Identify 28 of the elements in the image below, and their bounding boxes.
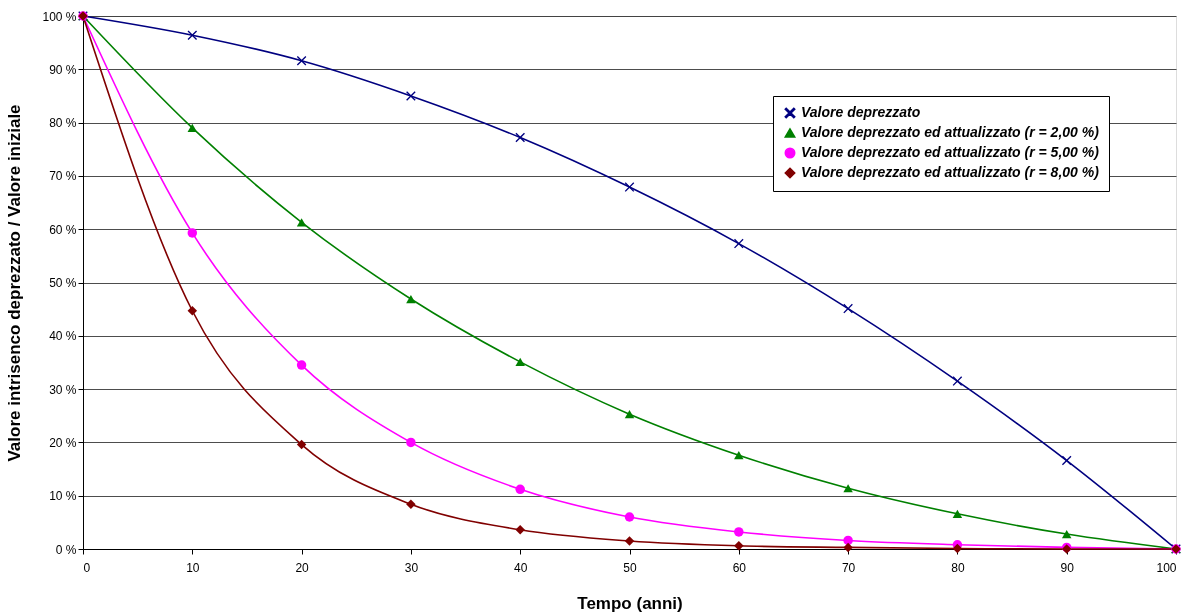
y-tick-label: 10 % [49,489,77,504]
y-tick-label: 50 % [49,276,77,290]
y-tick-label: 70 % [49,169,77,184]
x-tick-label: 60 [732,560,747,575]
legend-label: Valore deprezzato ed attualizzato (r = 5,00 %) [801,144,1100,160]
x-tick-label: 20 [295,560,310,575]
legend-label: Valore deprezzato ed attualizzato (r = 8,00 %) [801,164,1100,180]
y-tick-label: 0 % [55,542,77,557]
x-tick-label: 90 [1060,560,1075,575]
x-tick-label: 0 [83,560,91,575]
y-tick-label: 30 % [49,382,77,397]
legend-label: Valore deprezzato ed attualizzato (r = 2,00 %) [801,124,1100,140]
x-tick-label: 80 [951,560,965,575]
x-tick-label: 100 [1156,560,1177,575]
legend-label: Valore deprezzato [801,104,921,120]
y-tick-label: 90 % [49,62,77,77]
y-tick-label: 80 % [49,116,77,131]
y-axis-title: Valore intrisenco deprezzato / Valore iniziale [5,104,25,462]
x-tick-label: 30 [404,560,419,575]
y-tick-label: 60 % [49,222,77,237]
y-tick-label: 20 % [49,435,77,450]
x-tick-label: 10 [186,560,200,575]
x-axis-title: Tempo (anni) [577,593,683,613]
y-tick-label: 40 % [49,329,77,344]
x-tick-label: 40 [514,560,528,575]
x-tick-label: 70 [841,560,856,575]
y-tick-label: 100 % [42,9,77,24]
x-tick-label: 50 [623,560,637,575]
